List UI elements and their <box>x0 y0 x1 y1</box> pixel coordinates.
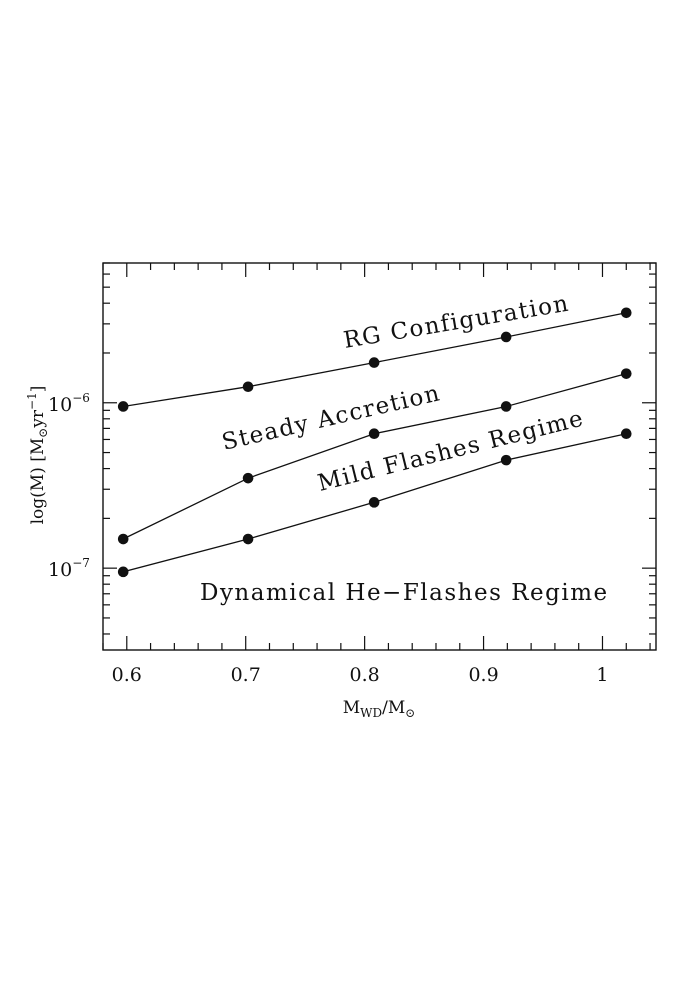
y-axis-label-exp: −1 <box>25 392 39 410</box>
y-axis-label: log(M) [M⊙yr−1] <box>25 386 50 525</box>
annotation-steady-accretion: Steady Accretion <box>220 380 444 456</box>
y-axis-label-pre: log( <box>28 491 48 524</box>
series-0-point <box>620 307 632 319</box>
series-1-point <box>500 401 512 412</box>
y-axis-label-post: ] <box>28 386 48 393</box>
y-axis-label-mdot: M <box>28 474 48 491</box>
x-tick-labels: 0.6 0.7 0.8 0.9 1 <box>112 664 609 686</box>
series-1-point <box>117 533 129 545</box>
y-tick-exponent: −7 <box>72 556 90 570</box>
y-tick-exponent: −6 <box>72 391 90 405</box>
x-tick-label: 1 <box>596 664 608 686</box>
series-0-point <box>368 357 380 368</box>
series-1-point <box>242 472 254 484</box>
x-axis-label-rest: /M <box>382 698 405 718</box>
annotation-rg-configuration: RG Configuration <box>342 291 572 354</box>
y-tick-label: 10−7 <box>48 556 90 581</box>
y-axis-label-mid: ) [M <box>28 438 48 474</box>
series-0-point <box>500 331 512 343</box>
series-0-point <box>242 381 254 393</box>
y-tick-label: 10−6 <box>48 391 90 416</box>
y-axis-label-unit: yr <box>28 409 48 429</box>
plot-frame <box>102 262 657 651</box>
series-1-point <box>368 428 380 440</box>
y-tick-labels: 10−710−6 <box>48 391 90 581</box>
series-0-point <box>117 401 129 412</box>
x-axis-label-sun: ⊙ <box>405 706 415 720</box>
tick-marks <box>102 262 656 650</box>
series-2-point <box>117 566 129 578</box>
annotation-dynamical-he-flashes-regime: Dynamical He−Flashes Regime <box>200 580 609 606</box>
series-2-point <box>620 428 632 440</box>
x-tick-label: 0.6 <box>112 664 142 686</box>
x-axis-label-sub: WD <box>360 706 382 720</box>
y-tick-base: 10 <box>48 394 72 416</box>
series-2-point <box>500 454 512 466</box>
x-tick-label: 0.8 <box>350 664 380 686</box>
y-tick-base: 10 <box>48 559 72 581</box>
series-lines <box>122 312 627 573</box>
y-axis-label-sun: ⊙ <box>36 428 50 438</box>
x-axis-label: MWD/M⊙ <box>343 698 416 720</box>
x-tick-label: 0.9 <box>468 664 498 686</box>
series-2-point <box>242 533 254 545</box>
series-2-point <box>368 497 380 508</box>
series-points <box>117 307 632 578</box>
series-1-point <box>620 368 632 379</box>
x-axis-label-main: M <box>343 698 360 718</box>
x-tick-label: 0.7 <box>231 664 261 686</box>
